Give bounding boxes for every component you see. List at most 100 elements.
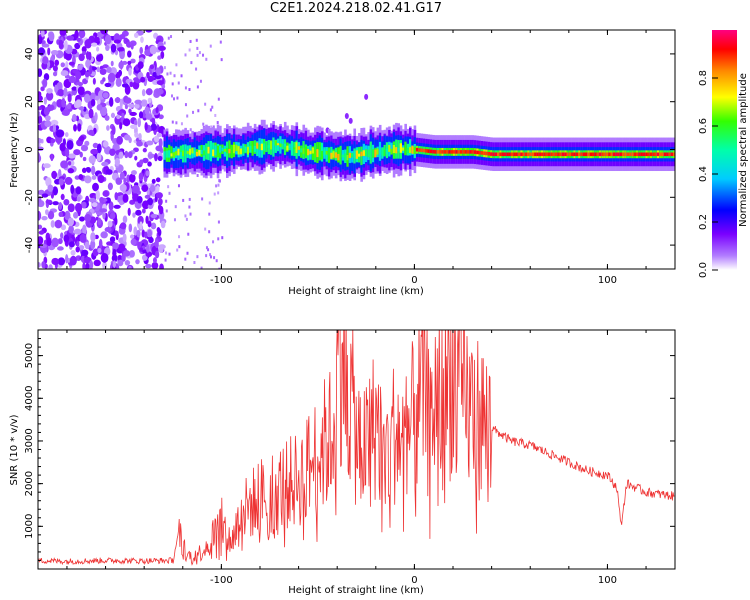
noise-blob xyxy=(64,210,71,221)
noise-blob xyxy=(76,99,82,108)
noise-blob xyxy=(42,163,51,169)
ridge-cell xyxy=(297,146,301,150)
ridge-cell xyxy=(661,152,665,157)
noise-blob xyxy=(50,119,59,127)
ridge-cell xyxy=(242,147,245,154)
noise-blob xyxy=(60,224,67,231)
ridge-cell xyxy=(209,148,213,158)
noise-blob xyxy=(38,142,41,147)
noise-blob xyxy=(96,104,103,111)
ridge-cell xyxy=(596,152,600,157)
noise-blob xyxy=(38,68,43,77)
noise-blob xyxy=(60,160,69,169)
noise-dot xyxy=(217,237,220,241)
noise-blob xyxy=(45,115,51,121)
noise-blob xyxy=(127,50,132,58)
feature-blob xyxy=(344,113,349,120)
noise-dot xyxy=(188,197,191,201)
snr-xtick-label: -100 xyxy=(210,575,233,586)
noise-blob xyxy=(38,230,45,235)
ridge-cell xyxy=(288,144,292,149)
ridge-cell xyxy=(360,151,363,157)
noise-dot xyxy=(196,255,199,259)
noise-blob xyxy=(67,217,74,227)
ridge-cell xyxy=(232,144,236,154)
spectrogram-xlabel: Height of straight line (km) xyxy=(288,286,424,297)
noise-blob xyxy=(114,97,121,103)
noise-blob xyxy=(140,76,146,83)
spectrogram-image xyxy=(38,30,675,269)
ridge-cell xyxy=(395,147,398,154)
noise-blob xyxy=(157,155,163,162)
noise-dot xyxy=(167,185,170,189)
snr-axes: -100 0 100 1000 2000 3000 4000 5000 xyxy=(24,330,675,586)
noise-dot xyxy=(168,252,171,256)
ridge-cell xyxy=(503,152,507,157)
noise-blob xyxy=(124,97,132,104)
noise-blob xyxy=(89,92,97,102)
noise-blob xyxy=(58,202,63,210)
ridge-cell xyxy=(446,150,449,154)
ridge-cell xyxy=(172,152,176,158)
noise-blob xyxy=(38,106,43,111)
noise-blob xyxy=(122,215,128,224)
ridge-cell xyxy=(390,148,394,155)
noise-blob xyxy=(109,148,116,156)
noise-dot xyxy=(195,38,198,42)
ridge-cell xyxy=(420,148,424,153)
noise-blob xyxy=(77,123,82,132)
ridge-cell xyxy=(216,145,220,158)
ridge-cell xyxy=(344,153,347,163)
ridge-cell xyxy=(378,149,382,154)
noise-dot xyxy=(177,81,180,85)
noise-dot xyxy=(218,267,221,269)
noise-blob xyxy=(77,86,85,96)
ridge-cell xyxy=(615,152,618,157)
noise-blob xyxy=(128,265,132,269)
ridge-cell xyxy=(439,150,442,154)
ridge-cell xyxy=(455,150,458,154)
noise-blob xyxy=(128,67,132,76)
noise-blob xyxy=(78,174,84,181)
noise-blob xyxy=(54,84,59,94)
noise-blob xyxy=(52,124,57,133)
noise-dot xyxy=(216,121,219,125)
ridge-cell xyxy=(302,148,306,154)
noise-blob xyxy=(57,257,66,266)
noise-blob xyxy=(96,46,100,52)
noise-dot xyxy=(207,248,210,252)
noise-blob xyxy=(60,232,64,239)
noise-dot xyxy=(169,71,172,75)
noise-blob xyxy=(76,37,81,42)
noise-blob xyxy=(112,242,119,250)
noise-dot xyxy=(204,102,207,106)
noise-blob xyxy=(58,39,64,49)
noise-dot xyxy=(195,67,198,71)
noise-blob xyxy=(152,257,157,264)
ridge-cell xyxy=(534,152,537,157)
noise-blob xyxy=(76,196,81,202)
spectrogram-panel: -100 0 100 -40 -20 0 20 40 Height of straight l… xyxy=(9,29,676,297)
noise-blob xyxy=(89,208,95,214)
noise-blob xyxy=(90,98,96,107)
noise-blob xyxy=(51,237,59,248)
ridge-cell xyxy=(392,145,396,154)
noise-dot xyxy=(187,232,190,236)
noise-blob xyxy=(69,255,77,266)
noise-blob xyxy=(48,264,53,269)
ridge-cell xyxy=(170,153,174,157)
ridge-cell xyxy=(552,152,556,157)
ridge-cell xyxy=(195,151,199,157)
ridge-cell xyxy=(364,149,368,157)
noise-blob xyxy=(38,262,41,268)
noise-dot xyxy=(189,128,192,132)
ridge-cell xyxy=(318,150,322,158)
noise-blob xyxy=(137,61,144,69)
noise-blob xyxy=(144,194,151,199)
ridge-cell xyxy=(654,152,658,157)
noise-dot xyxy=(175,63,178,67)
ridge-cell xyxy=(281,143,285,150)
noise-blob xyxy=(97,247,102,254)
ridge-cell xyxy=(337,153,340,161)
noise-dot xyxy=(184,53,187,57)
